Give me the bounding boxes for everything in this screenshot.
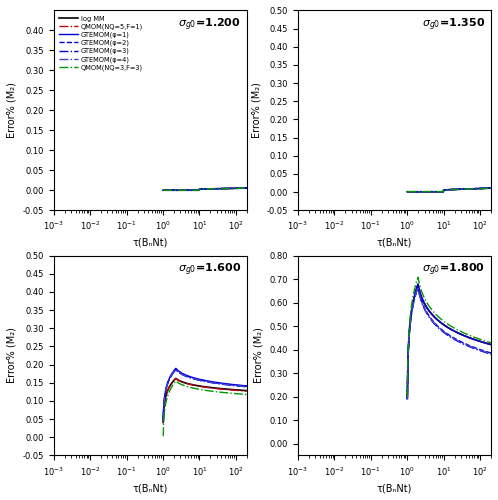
Legend: log MM, QMOM(NQ=5,F=1), GTEMOM(φ=1), GTEMOM(φ=2), GTEMOM(φ=3), GTEMOM(φ=4), QMOM: log MM, QMOM(NQ=5,F=1), GTEMOM(φ=1), GTE…: [57, 14, 145, 73]
X-axis label: τ(BₙNt): τ(BₙNt): [376, 238, 412, 248]
X-axis label: τ(BₙNt): τ(BₙNt): [376, 483, 412, 493]
Text: $\sigma_{g0}$=1.350: $\sigma_{g0}$=1.350: [422, 16, 485, 33]
Y-axis label: Error% (M₂): Error% (M₂): [251, 82, 261, 138]
X-axis label: τ(BₙNt): τ(BₙNt): [132, 483, 168, 493]
X-axis label: τ(BₙNt): τ(BₙNt): [132, 238, 168, 248]
Y-axis label: Error% (M₂): Error% (M₂): [7, 328, 17, 384]
Text: $\sigma_{g0}$=1.600: $\sigma_{g0}$=1.600: [178, 262, 241, 278]
Y-axis label: Error% (M₂): Error% (M₂): [254, 328, 264, 384]
Text: $\sigma_{g0}$=1.800: $\sigma_{g0}$=1.800: [422, 262, 485, 278]
Y-axis label: Error% (M₂): Error% (M₂): [7, 82, 17, 138]
Text: $\sigma_{g0}$=1.200: $\sigma_{g0}$=1.200: [178, 16, 241, 33]
